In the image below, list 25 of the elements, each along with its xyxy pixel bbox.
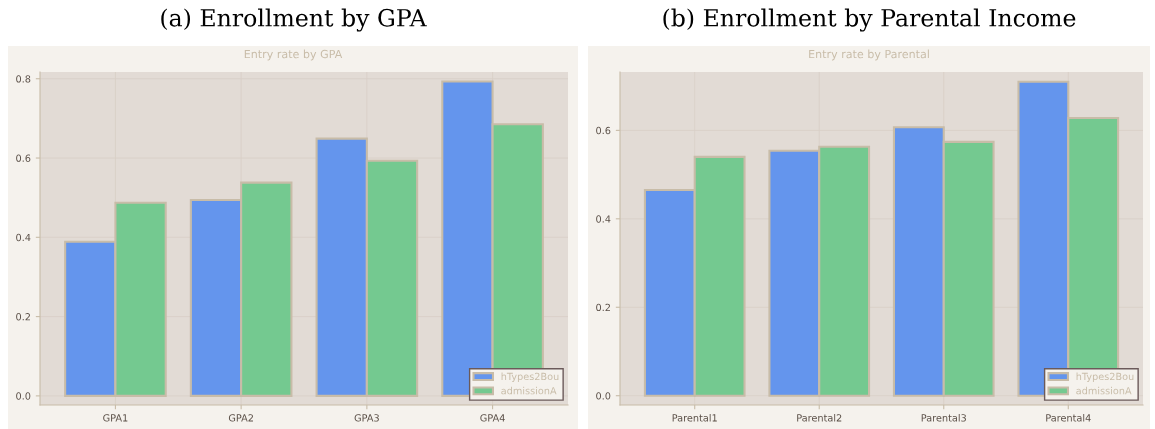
- y-tick-label: 0.8: [16, 75, 31, 83]
- legend-label: admissionA: [501, 386, 557, 395]
- x-tick-label: Parental2: [797, 414, 842, 422]
- x-tick-label: Parental1: [672, 414, 717, 422]
- x-tick-label: Parental4: [1046, 414, 1091, 422]
- x-tick-label: GPA1: [103, 414, 128, 422]
- legend-label: admissionA: [1076, 386, 1132, 395]
- y-tick-label: 0.6: [596, 126, 611, 135]
- y-tick-label: 0.0: [596, 392, 611, 400]
- x-tick-label: GPA2: [228, 414, 253, 422]
- chart-subtitle: Entry rate by GPA: [244, 49, 343, 61]
- y-tick-label: 0.6: [16, 154, 31, 162]
- x-tick-label: GPA4: [480, 414, 505, 422]
- y-tick-label: 0.2: [596, 303, 610, 312]
- x-tick-label: GPA3: [354, 414, 379, 422]
- legend-label: hTypes2Bou: [501, 372, 559, 382]
- y-tick-label: 0.2: [16, 313, 30, 321]
- chart-subtitle: Entry rate by Parental: [809, 49, 929, 61]
- legend-label: hTypes2Bou: [1076, 372, 1134, 382]
- y-tick-label: 0.4: [16, 233, 31, 242]
- y-tick-label: 0.0: [16, 392, 31, 400]
- chart-title: (b) Enrollment by Parental Income: [663, 8, 1076, 32]
- x-tick-label: Parental3: [921, 414, 966, 422]
- y-tick-label: 0.4: [596, 215, 611, 223]
- chart-title: (a) Enrollment by GPA: [161, 8, 427, 32]
